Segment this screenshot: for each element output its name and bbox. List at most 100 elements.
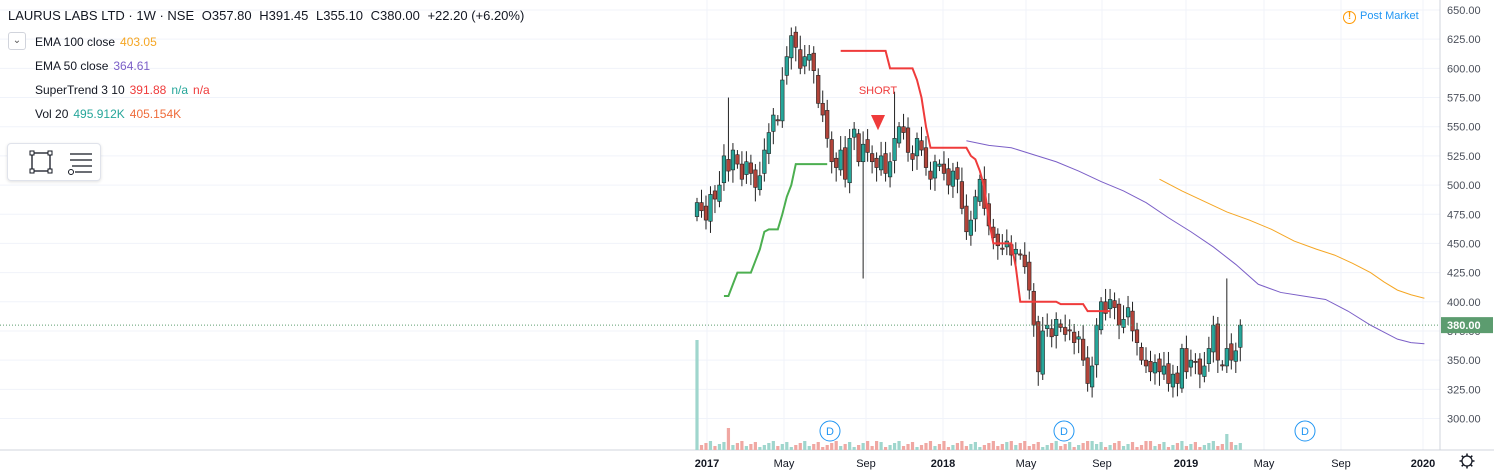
candle-body: [1022, 254, 1027, 268]
x-tick-label: May: [1254, 458, 1275, 470]
volume-bar: [879, 442, 883, 450]
candle-body: [825, 110, 830, 139]
candle-body: [1166, 363, 1171, 384]
legend-supertrend[interactable]: SuperTrend 3 10 391.88 n/a n/a: [35, 83, 215, 97]
low-value: L355.10: [316, 8, 364, 23]
supertrend-na1: n/a: [171, 83, 189, 97]
legend-ema50[interactable]: EMA 50 close 364.61: [35, 59, 155, 73]
volume-bar: [942, 441, 946, 450]
candle-body: [1000, 247, 1005, 250]
legend-ema100[interactable]: EMA 100 close 403.05: [35, 35, 162, 49]
gear-tooth: [1461, 464, 1464, 467]
settings-gear-icon[interactable]: [1459, 453, 1475, 469]
volume-bar: [1171, 445, 1175, 450]
candle-body: [1031, 290, 1036, 326]
volume-bar: [1157, 444, 1162, 450]
volume-bar: [717, 444, 722, 450]
rectangle-select-icon[interactable]: [26, 148, 56, 176]
volume-bar: [1220, 444, 1224, 450]
vol-value1: 495.912K: [73, 107, 125, 121]
candle-body: [878, 155, 884, 171]
volume-bar: [1234, 445, 1238, 450]
supertrend-down-line: [840, 49, 1111, 313]
volume-bar: [834, 441, 838, 450]
volume-bar: [1000, 444, 1004, 450]
x-tick-label: May: [1016, 458, 1037, 470]
candle-body: [847, 138, 852, 184]
volume-bar: [1018, 443, 1022, 450]
last-price-tag: [1441, 317, 1493, 334]
volume-bar: [1117, 441, 1121, 450]
volume-bar: [1081, 443, 1085, 450]
candle-body: [694, 202, 700, 217]
candle-body: [910, 153, 915, 160]
candle-body: [1188, 359, 1193, 368]
candle-body: [1125, 307, 1131, 318]
volume-bar: [848, 442, 852, 450]
collapse-legend-button[interactable]: ⌄: [8, 32, 26, 50]
volume-bar: [1054, 441, 1058, 450]
volume-bar: [1072, 447, 1076, 450]
legend-volume[interactable]: Vol 20 495.912K 405.154K: [35, 107, 186, 121]
volume-bar: [1027, 446, 1031, 450]
volume-bar: [924, 443, 928, 450]
supertrend-value: 391.88: [129, 83, 167, 97]
volume-bar: [1086, 441, 1090, 450]
volume-bar: [1032, 444, 1036, 450]
ema100-label: EMA 100 close: [35, 35, 116, 49]
candle-body: [1161, 365, 1167, 375]
candle-body: [1094, 324, 1099, 366]
candle-body: [977, 178, 982, 202]
volume-bar: [857, 445, 861, 450]
candle-body: [1206, 348, 1211, 364]
volume-bar: [973, 442, 977, 450]
gear-tooth: [1470, 464, 1473, 467]
volume-bar: [722, 442, 726, 450]
volume-bar: [1216, 446, 1220, 450]
volume-bar: [996, 446, 1000, 450]
dividend-marker-label: D: [1060, 426, 1068, 438]
gear-ring: [1461, 455, 1473, 467]
change-value: +22.20 (+6.20%): [427, 8, 525, 23]
volume-bar: [1090, 441, 1094, 450]
candle-body: [1090, 365, 1095, 388]
x-tick-label: 2018: [931, 458, 955, 470]
volume-bar: [1005, 442, 1009, 450]
volume-bar: [892, 443, 897, 450]
candle-body: [870, 153, 875, 163]
candle-body: [892, 138, 897, 161]
volume-bar: [731, 445, 735, 450]
candle-body: [807, 54, 812, 61]
volume-bar: [910, 442, 915, 450]
candle-body: [995, 233, 1000, 247]
volume-bar: [1112, 443, 1117, 450]
last-price-value: 380.00: [1447, 320, 1481, 332]
candle-body: [901, 126, 906, 133]
high-value: H391.45: [259, 8, 309, 23]
short-signal-label: SHORT: [859, 85, 898, 97]
candle-body: [905, 127, 911, 153]
volume-bar: [780, 444, 784, 450]
candle-body: [793, 31, 798, 48]
candle-body: [1067, 329, 1072, 332]
candle-body: [1036, 321, 1041, 373]
volume-bar: [1099, 442, 1103, 450]
volume-bar: [708, 441, 713, 450]
post-market-status[interactable]: ! Post Market: [1343, 10, 1419, 24]
ema50-label: EMA 50 close: [35, 59, 109, 73]
volume-bar: [704, 443, 708, 450]
volume-bar: [1198, 447, 1202, 450]
candle-body: [919, 140, 924, 151]
candle-body: [1103, 301, 1108, 314]
x-tick-label: May: [774, 458, 795, 470]
object-tree-icon[interactable]: [66, 148, 96, 176]
volume-bar: [1063, 444, 1067, 450]
candle-body: [834, 157, 839, 168]
post-market-label: Post Market: [1360, 10, 1419, 22]
volume-bar: [1103, 447, 1108, 450]
candle-body: [843, 147, 848, 180]
dividend-marker: [1053, 420, 1075, 442]
candle-body: [703, 205, 709, 221]
volume-bar: [789, 447, 793, 450]
